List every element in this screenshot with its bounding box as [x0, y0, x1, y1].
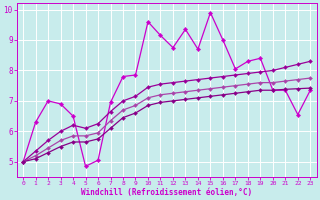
X-axis label: Windchill (Refroidissement éolien,°C): Windchill (Refroidissement éolien,°C)	[81, 188, 252, 197]
